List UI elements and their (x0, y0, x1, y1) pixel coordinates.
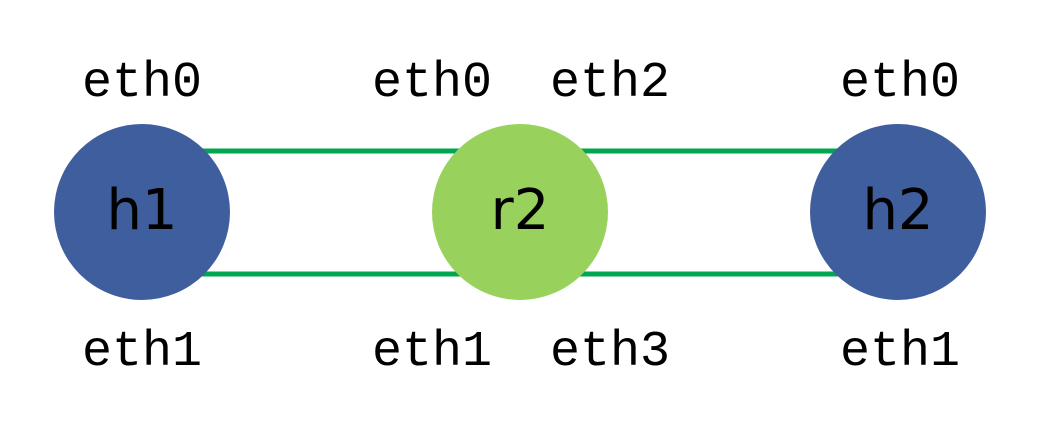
host-h2-circle[interactable] (810, 124, 986, 300)
iface-label-h1-top: eth0 (82, 55, 202, 112)
node-label-h2: h2 (862, 178, 933, 243)
node-h2[interactable]: h2 (810, 124, 986, 300)
iface-label-r2-bottom-left: eth1 (372, 324, 492, 381)
iface-label-r2-top-left: eth0 (372, 55, 492, 112)
iface-label-h1-bottom: eth1 (82, 324, 202, 381)
node-label-h1: h1 (106, 178, 177, 243)
host-h1-circle[interactable] (54, 124, 230, 300)
iface-label-r2-bottom-right: eth3 (550, 324, 670, 381)
node-r2[interactable]: r2 (432, 124, 608, 300)
node-h1[interactable]: h1 (54, 124, 230, 300)
iface-label-h2-bottom: eth1 (840, 324, 960, 381)
node-label-r2: r2 (491, 178, 550, 243)
iface-label-r2-top-right: eth2 (550, 55, 670, 112)
iface-label-h2-top: eth0 (840, 55, 960, 112)
router-r2-circle[interactable] (432, 124, 608, 300)
